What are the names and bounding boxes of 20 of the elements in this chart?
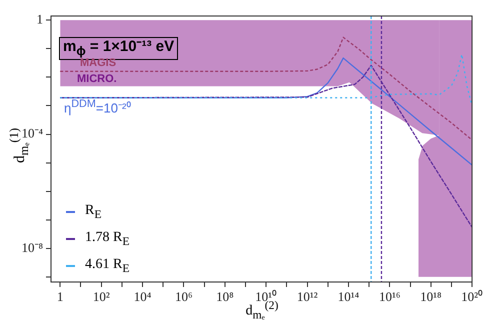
legend-label: 1.78 R$_{E}$ — [85, 230, 130, 248]
x-tick-label: 10⁴ — [134, 289, 152, 304]
legend-label: 4.61 R$_{E}$ — [85, 256, 130, 274]
annotation: η$^{DDM}$=10⁻²⁰ — [64, 98, 132, 116]
x-tick-label: 10²⁰ — [461, 289, 484, 304]
annotation: MICRO. — [77, 73, 117, 86]
annotation: MAGIS — [80, 57, 116, 70]
x-tick-label: 10² — [92, 289, 110, 304]
x-tick-label: 10¹⁸ — [420, 289, 442, 304]
y-tick-label: 10⁻⁴ — [21, 126, 44, 141]
x-tick-label: 1 — [56, 289, 64, 304]
x-tick-label: 10¹⁴ — [338, 289, 360, 304]
legend-label: R$_{E}$ — [85, 202, 102, 220]
x-tick-label: 10¹² — [296, 289, 318, 304]
x-tick-label: 10⁶ — [174, 289, 192, 304]
y-tick-label: 1 — [36, 12, 43, 27]
annotation: m$_{ϕ}$ = 1×10⁻¹³ eV — [63, 38, 174, 58]
x-tick-label: 10⁸ — [216, 289, 234, 304]
x-tick-label: 10¹⁶ — [378, 289, 400, 304]
y-tick-label: 10⁻⁸ — [21, 240, 44, 255]
